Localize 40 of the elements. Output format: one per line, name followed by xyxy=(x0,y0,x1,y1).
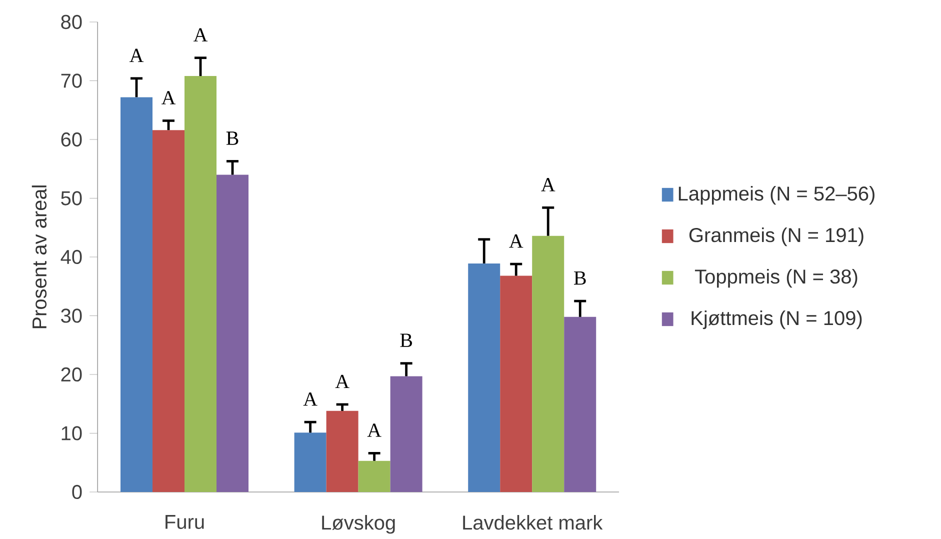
x-tick-label: Lavdekket mark xyxy=(463,515,603,530)
bar xyxy=(184,76,217,492)
y-tick-label: 20 xyxy=(61,367,82,382)
data-label: A xyxy=(161,91,176,104)
y-tick-label: 10 xyxy=(62,426,82,440)
x-tick-label: Løvskog xyxy=(322,515,395,534)
legend-label: Kjøttmeis (N = 109) xyxy=(692,310,862,330)
y-tick-label: 0 xyxy=(72,484,82,500)
y-tick-label: 60 xyxy=(61,132,82,147)
x-tick-label: Furu xyxy=(166,515,204,529)
bar xyxy=(564,316,596,492)
bar xyxy=(532,236,564,492)
y-tick-label: 30 xyxy=(61,308,82,323)
data-label: B xyxy=(226,132,238,145)
data-label: A xyxy=(193,28,208,42)
data-label: A xyxy=(367,424,382,437)
data-label: A xyxy=(335,374,350,388)
y-tick-label: 70 xyxy=(61,74,82,88)
data-label: B xyxy=(400,334,412,347)
bar xyxy=(390,376,422,492)
y-tick-label: 50 xyxy=(61,191,82,206)
y-tick-label: 80 xyxy=(61,14,82,30)
y-tick-label: 40 xyxy=(60,250,82,264)
bar xyxy=(358,460,390,492)
data-label: A xyxy=(129,48,144,62)
data-label: A xyxy=(303,392,318,406)
bar xyxy=(468,263,500,492)
y-axis-title: Prosent av areal xyxy=(32,186,47,328)
data-label: B xyxy=(574,271,586,285)
bar xyxy=(152,130,185,492)
bar xyxy=(216,174,249,492)
legend-label: Granmeis (N = 191) xyxy=(689,228,864,246)
legend-label: Toppmeis (N = 38) xyxy=(694,268,858,288)
bar xyxy=(294,432,326,492)
data-label: A xyxy=(509,234,524,248)
bar xyxy=(500,276,532,492)
data-label: A xyxy=(541,178,556,192)
bar xyxy=(120,97,153,492)
bar xyxy=(326,410,358,492)
legend-label: Lappmeis (N = 52–56) xyxy=(678,186,874,205)
